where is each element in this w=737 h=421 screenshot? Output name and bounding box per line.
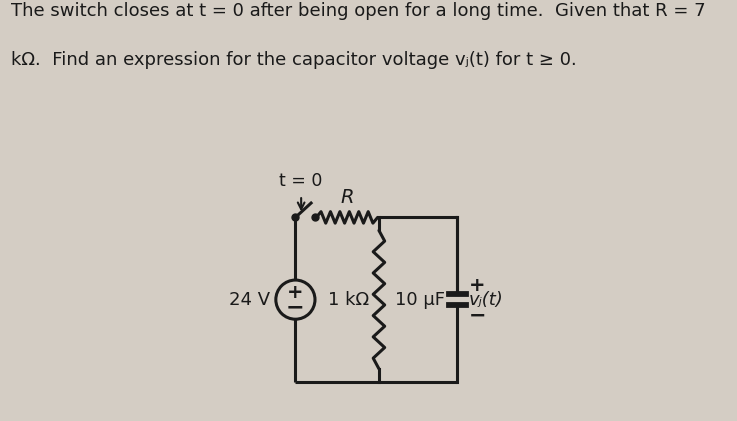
Text: t = 0: t = 0 bbox=[279, 172, 323, 190]
Text: +: + bbox=[469, 276, 486, 295]
Text: 10 μF: 10 μF bbox=[395, 290, 445, 309]
Text: vⱼ(t): vⱼ(t) bbox=[469, 290, 503, 309]
Text: R: R bbox=[340, 189, 354, 208]
Text: −: − bbox=[469, 305, 486, 325]
Text: −: − bbox=[286, 298, 304, 317]
Text: 24 V: 24 V bbox=[229, 290, 270, 309]
Text: kΩ.  Find an expression for the capacitor voltage vⱼ(t) for t ≥ 0.: kΩ. Find an expression for the capacitor… bbox=[11, 51, 577, 69]
Text: The switch closes at t = 0 after being open for a long time.  Given that R = 7: The switch closes at t = 0 after being o… bbox=[11, 2, 706, 20]
Text: 1 kΩ: 1 kΩ bbox=[328, 290, 369, 309]
Text: +: + bbox=[287, 283, 304, 302]
